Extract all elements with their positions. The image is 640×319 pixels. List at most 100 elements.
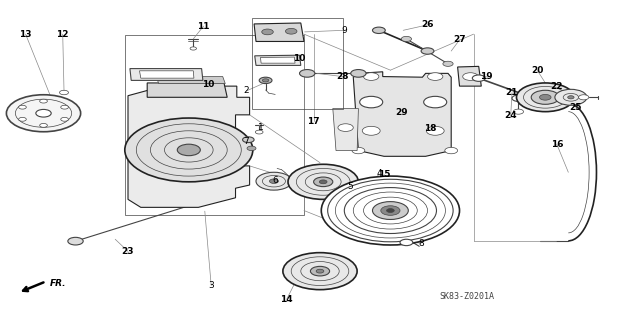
- Text: 10: 10: [202, 80, 214, 89]
- Circle shape: [19, 105, 26, 109]
- Text: 18: 18: [424, 124, 436, 133]
- Circle shape: [516, 83, 574, 112]
- Circle shape: [125, 118, 253, 182]
- Circle shape: [262, 79, 269, 82]
- Text: 29: 29: [396, 108, 408, 117]
- Circle shape: [351, 70, 366, 77]
- Text: 12: 12: [56, 30, 69, 39]
- Circle shape: [568, 96, 574, 99]
- Circle shape: [360, 96, 383, 108]
- Circle shape: [512, 95, 525, 101]
- Circle shape: [443, 61, 453, 66]
- Polygon shape: [353, 72, 451, 156]
- Polygon shape: [254, 23, 304, 41]
- Circle shape: [362, 126, 380, 135]
- Circle shape: [36, 109, 51, 117]
- Circle shape: [352, 147, 365, 154]
- Text: 22: 22: [550, 82, 563, 91]
- Circle shape: [288, 164, 358, 199]
- Polygon shape: [255, 55, 301, 65]
- Circle shape: [61, 105, 68, 109]
- Polygon shape: [260, 57, 295, 63]
- Circle shape: [316, 269, 324, 273]
- Circle shape: [445, 147, 458, 154]
- Polygon shape: [458, 66, 481, 86]
- Text: 20: 20: [531, 66, 544, 75]
- Text: 10: 10: [293, 54, 306, 63]
- Polygon shape: [128, 86, 250, 207]
- Text: 16: 16: [550, 140, 563, 149]
- Circle shape: [19, 117, 26, 121]
- Text: 11: 11: [197, 22, 210, 31]
- Circle shape: [540, 94, 551, 100]
- Circle shape: [6, 95, 81, 132]
- Text: 19: 19: [480, 72, 493, 81]
- Circle shape: [579, 95, 589, 100]
- Circle shape: [372, 202, 408, 219]
- Circle shape: [338, 124, 353, 131]
- Text: 4: 4: [376, 169, 381, 178]
- Polygon shape: [147, 83, 227, 97]
- Bar: [125, 35, 304, 215]
- Circle shape: [531, 90, 559, 104]
- Text: 24: 24: [504, 111, 517, 120]
- Text: 26: 26: [421, 20, 434, 29]
- Circle shape: [364, 73, 379, 80]
- Text: FR.: FR.: [50, 279, 67, 288]
- Text: 25: 25: [570, 103, 582, 112]
- Circle shape: [255, 130, 263, 134]
- Circle shape: [314, 177, 333, 187]
- Text: 15: 15: [378, 170, 390, 179]
- Circle shape: [426, 126, 444, 135]
- Polygon shape: [156, 77, 225, 84]
- Text: 23: 23: [122, 247, 134, 256]
- Polygon shape: [130, 69, 203, 80]
- Circle shape: [283, 253, 357, 290]
- Polygon shape: [333, 108, 358, 151]
- Circle shape: [40, 99, 47, 103]
- Circle shape: [513, 109, 524, 114]
- Circle shape: [401, 36, 412, 41]
- Circle shape: [381, 206, 400, 215]
- Circle shape: [321, 176, 460, 245]
- Circle shape: [40, 123, 47, 127]
- Circle shape: [372, 27, 385, 33]
- Circle shape: [262, 29, 273, 35]
- Circle shape: [463, 73, 478, 80]
- Circle shape: [285, 28, 297, 34]
- Text: 8: 8: [419, 239, 424, 248]
- Circle shape: [243, 137, 254, 143]
- Text: 28: 28: [336, 72, 349, 81]
- Text: 3: 3: [209, 281, 214, 290]
- Circle shape: [190, 47, 196, 50]
- Bar: [252, 18, 343, 109]
- Circle shape: [400, 239, 413, 246]
- Circle shape: [259, 77, 272, 84]
- Circle shape: [300, 70, 315, 77]
- Circle shape: [421, 48, 434, 54]
- Circle shape: [555, 89, 587, 105]
- Circle shape: [387, 209, 394, 212]
- Circle shape: [177, 144, 200, 156]
- Text: 1: 1: [259, 123, 264, 132]
- Circle shape: [472, 75, 485, 81]
- Circle shape: [68, 237, 83, 245]
- Circle shape: [247, 146, 256, 151]
- Text: 6: 6: [273, 176, 278, 185]
- Text: SK83-Z0201A: SK83-Z0201A: [440, 292, 495, 300]
- Circle shape: [310, 266, 330, 276]
- Circle shape: [428, 73, 443, 80]
- Polygon shape: [140, 71, 194, 78]
- Text: 27: 27: [453, 35, 466, 44]
- Circle shape: [319, 180, 327, 184]
- Text: 13: 13: [19, 30, 32, 39]
- Circle shape: [61, 117, 68, 121]
- Circle shape: [269, 179, 278, 183]
- Text: 17: 17: [307, 117, 320, 126]
- Text: 7: 7: [244, 137, 249, 146]
- Text: 5: 5: [348, 182, 353, 191]
- Circle shape: [424, 96, 447, 108]
- Circle shape: [256, 172, 292, 190]
- Text: 21: 21: [506, 88, 518, 97]
- Text: 2: 2: [244, 86, 249, 95]
